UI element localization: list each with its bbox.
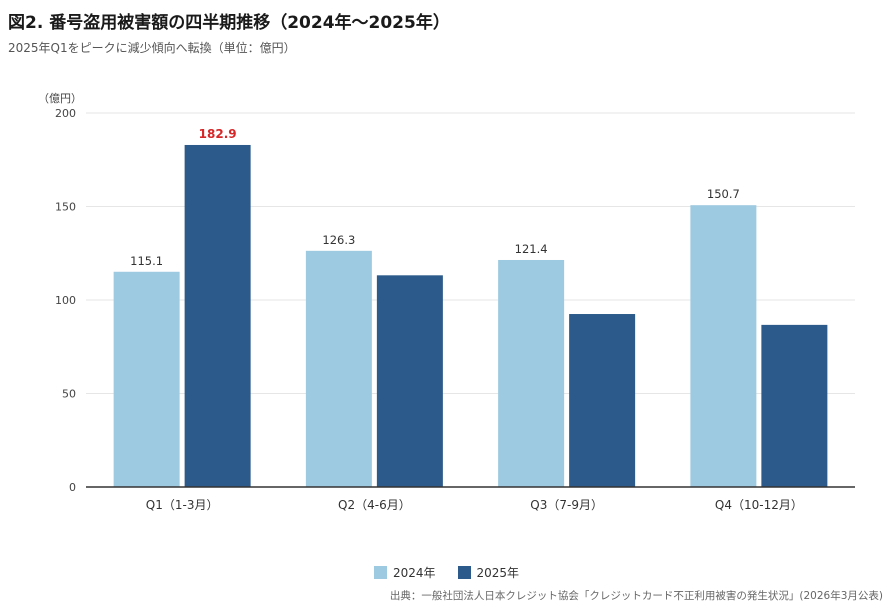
bar — [498, 259, 565, 487]
y-tick-label: 0 — [69, 481, 76, 494]
legend-label-2025: 2025年 — [476, 566, 520, 580]
legend-swatch-2024 — [373, 566, 387, 579]
bar — [305, 250, 372, 487]
data-label: 115.1 — [130, 254, 163, 268]
legend: 2024年 2025年 — [0, 564, 893, 581]
data-label: 126.3 — [322, 233, 355, 247]
y-tick-label: 200 — [55, 107, 76, 120]
bar-chart: 0 50 100 150 200 115.1 182.9 Q1（1-3月） 126.3 Q2（4-… — [55, 107, 855, 512]
y-tick-label: 50 — [62, 388, 76, 401]
bar — [113, 271, 180, 487]
bar — [569, 314, 636, 487]
legend-label-2024: 2024年 — [392, 566, 436, 580]
bar — [690, 205, 757, 488]
y-axis-unit-label: （億円） — [38, 92, 82, 105]
bar — [184, 144, 251, 488]
bar — [376, 275, 443, 487]
bar — [761, 324, 828, 487]
x-tick-label: Q3（7-9月） — [530, 498, 603, 512]
y-tick-label: 100 — [55, 294, 76, 307]
y-tick-label: 150 — [55, 201, 76, 214]
legend-item-2025: 2025年 — [457, 564, 520, 581]
x-tick-label: Q2（4-6月） — [338, 498, 411, 512]
data-label: 150.7 — [707, 187, 740, 201]
chart-title: 図2. 番号盗用被害額の四半期推移（2024年〜2025年） — [8, 13, 450, 33]
x-tick-label: Q1（1-3月） — [146, 498, 219, 512]
data-label: 121.4 — [515, 242, 548, 256]
source-note: 出典：一般社団法人日本クレジット協会「クレジットカード不正利用被害の発生状況」(… — [389, 590, 883, 602]
data-label: 182.9 — [199, 127, 237, 141]
legend-item-2024: 2024年 — [373, 564, 436, 581]
chart-subtitle: 2025年Q1をピークに減少傾向へ転換（単位：億円） — [8, 41, 296, 55]
legend-swatch-2025 — [457, 566, 471, 579]
x-tick-label: Q4（10-12月） — [715, 498, 803, 512]
